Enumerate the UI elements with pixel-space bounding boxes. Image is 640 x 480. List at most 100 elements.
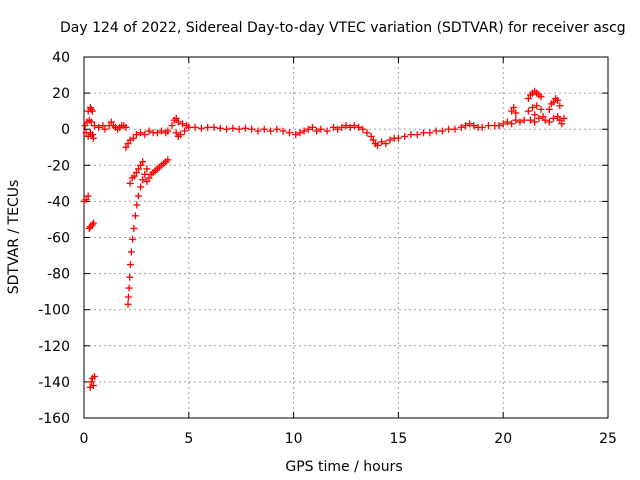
data-point: [164, 127, 172, 135]
data-point: [95, 123, 103, 131]
data-point: [334, 125, 342, 133]
x-tick-label: 25: [599, 431, 617, 447]
data-point: [292, 131, 300, 139]
data-point: [89, 219, 97, 227]
x-tick-label: 15: [389, 431, 407, 447]
data-point: [158, 127, 166, 135]
data-point: [139, 158, 147, 166]
y-axis-label: SDTVAR / TECUs: [6, 180, 22, 295]
y-tick-label: 20: [52, 86, 70, 102]
data-point: [191, 123, 199, 131]
data-point: [204, 123, 212, 131]
data-point: [407, 131, 415, 139]
data-point: [134, 192, 142, 200]
data-point: [478, 123, 486, 131]
data-point: [99, 122, 107, 130]
data-point: [499, 120, 507, 128]
data-point: [355, 123, 363, 131]
data-point: [127, 261, 135, 269]
data-point: [512, 116, 520, 124]
data-point: [125, 284, 133, 292]
data-point: [346, 123, 354, 131]
data-point: [143, 165, 151, 173]
data-point: [248, 125, 256, 133]
data-point: [82, 196, 90, 204]
data-point: [558, 120, 566, 128]
data-point: [338, 123, 346, 131]
data-point: [323, 127, 331, 135]
data-point: [89, 134, 97, 142]
data-point: [550, 98, 558, 106]
data-point: [296, 129, 304, 137]
grid: [84, 57, 608, 418]
data-point: [223, 125, 231, 133]
data-point: [145, 174, 153, 182]
axis-ticks: [83, 56, 609, 419]
data-point: [279, 127, 287, 135]
x-tick-label: 0: [80, 431, 89, 447]
data-point: [139, 176, 147, 184]
data-point: [164, 156, 172, 164]
data-point: [363, 129, 371, 137]
data-point: [461, 122, 469, 130]
data-point: [510, 104, 518, 112]
data-point: [185, 123, 193, 131]
data-point: [495, 122, 503, 130]
data-point: [90, 122, 98, 130]
data-point: [445, 125, 453, 133]
data-point: [413, 131, 421, 139]
data-point: [124, 300, 132, 308]
data-points: [80, 87, 568, 391]
data-point: [503, 118, 511, 126]
data-point: [367, 132, 375, 140]
data-point: [87, 378, 95, 386]
data-point: [181, 127, 189, 135]
y-tick-label: 0: [61, 122, 70, 138]
x-axis-label: GPS time / hours: [285, 459, 402, 475]
data-point: [124, 293, 132, 301]
data-point: [210, 123, 218, 131]
data-point: [304, 125, 312, 133]
data-point: [260, 125, 268, 133]
data-point: [550, 114, 558, 122]
y-tick-label: 40: [52, 50, 70, 66]
data-point: [141, 170, 149, 178]
data-point: [129, 235, 137, 243]
data-point: [451, 125, 459, 133]
data-point: [508, 107, 516, 115]
data-point: [84, 132, 92, 140]
data-point: [84, 192, 92, 200]
data-point: [378, 138, 386, 146]
data-point: [172, 129, 180, 137]
data-point: [539, 113, 547, 121]
data-point: [273, 125, 281, 133]
data-point: [485, 122, 493, 130]
data-point: [508, 120, 516, 128]
data-point: [127, 248, 135, 256]
data-point: [216, 124, 224, 132]
x-tick-label: 5: [184, 431, 193, 447]
data-point: [531, 111, 539, 119]
data-point: [141, 131, 149, 139]
data-point: [130, 224, 138, 232]
y-tick-label: -40: [47, 194, 70, 210]
data-point: [179, 120, 187, 128]
data-point: [529, 104, 537, 112]
data-point: [373, 141, 381, 149]
data-point: [130, 172, 138, 180]
data-point: [101, 125, 109, 133]
data-point: [129, 134, 137, 142]
data-point: [457, 123, 465, 131]
data-point: [554, 113, 562, 121]
data-point: [432, 127, 440, 135]
data-point: [88, 131, 96, 139]
chart-title: Day 124 of 2022, Sidereal Day-to-day VTE…: [60, 20, 626, 36]
data-point: [554, 96, 562, 104]
data-point: [300, 127, 308, 135]
data-point: [524, 95, 532, 103]
data-point: [176, 131, 184, 139]
data-point: [541, 116, 549, 124]
data-point: [313, 127, 321, 135]
data-point: [520, 116, 528, 124]
